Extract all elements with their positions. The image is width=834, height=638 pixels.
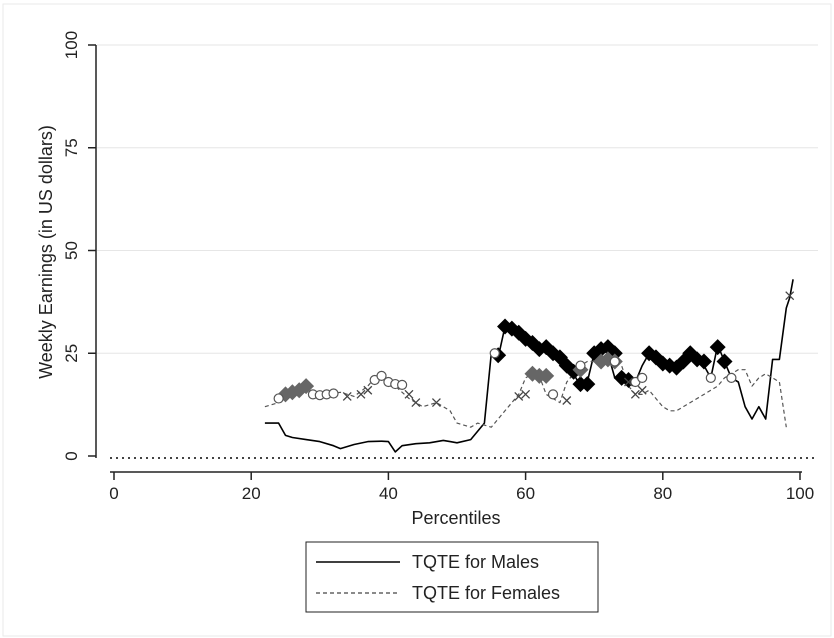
diamond-marker-0-30 bbox=[716, 353, 733, 370]
plot-frame bbox=[2, 3, 832, 637]
y-tick-label-100: 100 bbox=[62, 31, 81, 59]
series-line-males bbox=[264, 279, 794, 453]
diamond-marker-0-1 bbox=[497, 318, 514, 335]
circle-marker-11 bbox=[547, 389, 559, 400]
x-tick-label-100: 100 bbox=[786, 484, 814, 503]
x-tick-label-0: 0 bbox=[109, 484, 118, 503]
x-tick-label-40: 40 bbox=[379, 484, 398, 503]
series-layer bbox=[264, 279, 794, 453]
x-marker-7 bbox=[521, 389, 531, 399]
x-marker-10 bbox=[630, 389, 640, 399]
x-marker-1 bbox=[356, 389, 366, 399]
marker-layer bbox=[273, 291, 795, 408]
y-tick-label-25: 25 bbox=[62, 344, 81, 363]
circle-marker-9 bbox=[397, 379, 408, 390]
diamond-marker-0-13 bbox=[579, 376, 596, 393]
x-tick-label-80: 80 bbox=[653, 484, 672, 503]
circle-marker-13 bbox=[609, 356, 620, 367]
circle-marker-17 bbox=[726, 372, 737, 384]
circle-marker-16 bbox=[705, 372, 716, 384]
y-axis-ticks: 0 25 50 75 100 bbox=[62, 31, 96, 461]
legend-label-females: TQTE for Females bbox=[412, 583, 560, 603]
y-axis-title: Weekly Earnings (in US dollars) bbox=[36, 125, 56, 379]
x-tick-label-20: 20 bbox=[242, 484, 261, 503]
diamond-marker-0-28 bbox=[695, 353, 712, 370]
x-marker-6 bbox=[514, 391, 524, 401]
circle-marker-4 bbox=[328, 388, 339, 399]
x-marker-3 bbox=[404, 389, 414, 399]
x-marker-5 bbox=[431, 398, 441, 408]
x-marker-2 bbox=[363, 385, 373, 395]
x-marker-4 bbox=[411, 398, 421, 408]
series-line-females bbox=[264, 356, 787, 428]
x-marker-0 bbox=[342, 391, 352, 401]
y-tick-label-75: 75 bbox=[62, 138, 81, 157]
circle-marker-12 bbox=[575, 360, 586, 371]
y-tick-label-50: 50 bbox=[62, 241, 81, 260]
x-tick-label-60: 60 bbox=[516, 484, 535, 503]
x-axis-title: Percentiles bbox=[411, 508, 500, 528]
legend-box bbox=[305, 541, 599, 613]
circle-marker-10 bbox=[489, 348, 500, 359]
circle-marker-6 bbox=[376, 370, 387, 381]
gridlines bbox=[97, 44, 818, 354]
circle-marker-15 bbox=[637, 372, 648, 384]
y-tick-label-0: 0 bbox=[62, 451, 81, 460]
diamond-marker-1-6 bbox=[538, 367, 555, 384]
x-marker-8 bbox=[562, 396, 572, 405]
x-axis-ticks: 0 20 40 60 80 100 bbox=[109, 472, 814, 503]
legend-label-males: TQTE for Males bbox=[412, 552, 539, 572]
x-marker-9 bbox=[624, 377, 633, 387]
diamond-marker-0-29 bbox=[709, 339, 726, 356]
circle-marker-0 bbox=[273, 393, 284, 404]
legend: TQTE for Males TQTE for Females bbox=[305, 541, 599, 613]
x-marker-12 bbox=[785, 291, 795, 301]
x-marker-11 bbox=[637, 385, 647, 395]
